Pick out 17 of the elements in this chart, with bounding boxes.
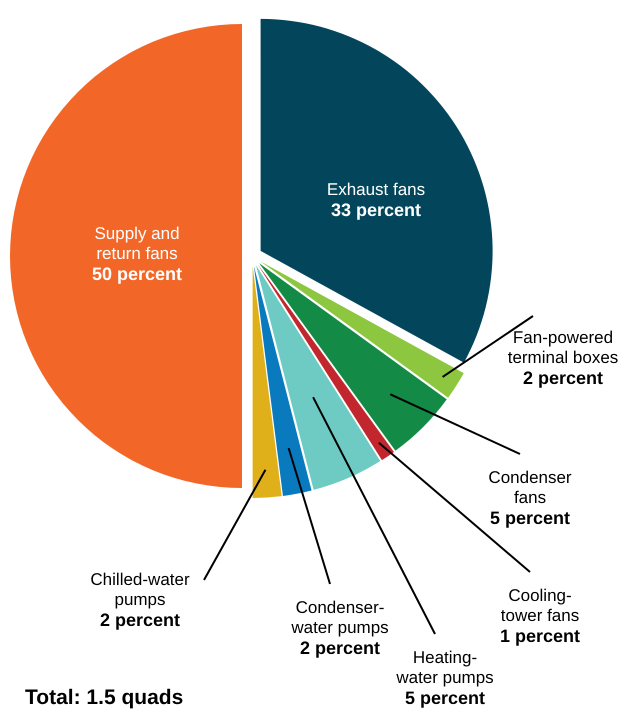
slice-label: Supply and return fans xyxy=(94,224,180,263)
slice-label: Fan-powered terminal boxes xyxy=(508,328,618,367)
data-label: 33 percent xyxy=(330,200,422,220)
slice-label: Chilled-water pumps xyxy=(90,570,190,609)
slice-label: Condenser fans xyxy=(488,468,572,507)
slice-label: Exhaust fans xyxy=(326,180,426,199)
data-label: 50 percent xyxy=(92,264,182,284)
data-label: 5 percent xyxy=(490,508,570,528)
data-label: 2 percent xyxy=(100,610,180,630)
slice-label: Condenser-water pumps xyxy=(290,598,389,637)
data-label: 2 percent xyxy=(522,368,604,388)
text: Total: 1.5 quads xyxy=(25,686,184,709)
data-label: 2 percent xyxy=(300,638,380,658)
slice-label: Cooling-tower fans xyxy=(500,586,580,625)
data-label: 1 percent xyxy=(500,626,580,646)
data-label: 5 percent xyxy=(404,688,486,708)
slice-label: Heating-water pumps xyxy=(395,648,494,687)
